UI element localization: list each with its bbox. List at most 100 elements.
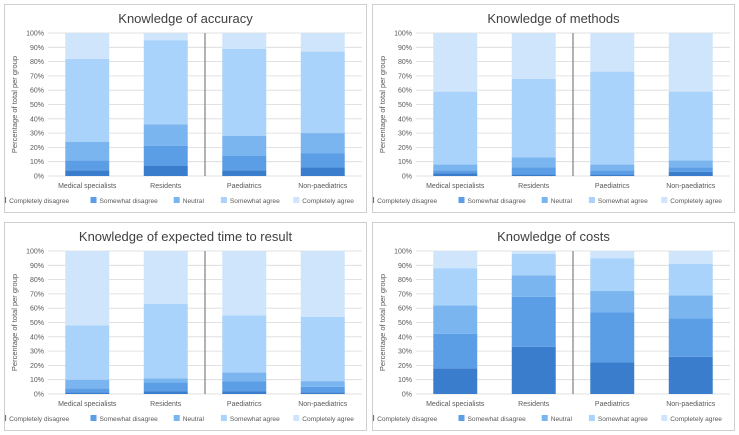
bar-segment-neutral xyxy=(300,133,345,154)
chart-title: Knowledge of accuracy xyxy=(118,11,253,26)
y-tick-label: 90% xyxy=(398,263,412,270)
y-tick-label: 80% xyxy=(398,59,412,66)
bar-segment-somewhat-agree xyxy=(65,325,110,380)
y-tick-label: 0% xyxy=(34,174,44,181)
legend-swatch xyxy=(458,415,465,421)
bar-segment-completely-agree xyxy=(433,251,478,269)
x-tick-label: Non-paediatrics xyxy=(298,183,348,190)
y-tick-label: 60% xyxy=(30,88,44,95)
legend-label: Somewhat agree xyxy=(598,198,648,205)
bar-segment-somewhat-agree xyxy=(300,51,345,134)
y-tick-label: 100% xyxy=(394,31,412,38)
x-tick-label: Paediatrics xyxy=(227,401,262,408)
bar-segment-somewhat-agree xyxy=(222,315,267,373)
bar-segment-somewhat-agree xyxy=(65,58,110,142)
x-tick-label: Medical specialists xyxy=(58,401,117,408)
legend-label: Somewhat disagree xyxy=(468,416,527,423)
legend-label: Somewhat disagree xyxy=(100,198,159,205)
x-tick-label: Medical specialists xyxy=(58,183,117,190)
bar-segment-completely-agree xyxy=(668,251,713,264)
legend-label: Completely disagree xyxy=(377,198,437,205)
bar-segment-somewhat-agree xyxy=(511,253,556,276)
legend-label: Neutral xyxy=(183,416,205,423)
bar-segment-completely-disagree xyxy=(300,392,345,394)
y-tick-label: 0% xyxy=(402,392,412,399)
y-tick-label: 100% xyxy=(26,249,44,256)
y-tick-label: 10% xyxy=(398,377,412,384)
legend-swatch xyxy=(5,415,7,421)
y-tick-label: 60% xyxy=(30,306,44,313)
bar-segment-neutral xyxy=(300,381,345,387)
y-tick-label: 80% xyxy=(398,277,412,284)
y-tick-label: 100% xyxy=(26,31,44,38)
bar-segment-completely-disagree xyxy=(65,170,110,176)
chart-svg-expected-time: 0% 10% 20% 30% 40% 50% 60% 70% 80% 90% 100% Percent… xyxy=(5,249,362,423)
bar-segment-neutral xyxy=(143,378,188,383)
bar-segment-somewhat-disagree xyxy=(668,167,713,172)
bar-segment-somewhat-disagree xyxy=(590,170,635,175)
legend-swatch xyxy=(5,197,7,203)
legend-swatch xyxy=(220,415,227,421)
bar-segment-completely-disagree xyxy=(143,165,188,176)
y-tick-label: 50% xyxy=(398,320,412,327)
bar-segment-somewhat-disagree xyxy=(590,312,635,363)
legend-label: Completely agree xyxy=(670,416,722,423)
bar-segment-neutral xyxy=(433,164,478,171)
legend-label: Completely agree xyxy=(302,198,354,205)
legend-swatch xyxy=(588,197,595,203)
bar-segment-somewhat-disagree xyxy=(65,388,110,393)
x-tick-label: Residents xyxy=(150,183,182,190)
legend-swatch xyxy=(661,415,668,421)
bar-segment-completely-disagree xyxy=(433,173,478,176)
bar-segment-somewhat-disagree xyxy=(300,153,345,168)
bar-segment-somewhat-disagree xyxy=(143,382,188,392)
chart-panel-methods: Knowledge of methods 0% 10% 20% 30% 40% 50% 60… xyxy=(372,4,735,213)
y-tick-label: 0% xyxy=(402,174,412,181)
bar-segment-completely-disagree xyxy=(300,167,345,176)
y-tick-label: 20% xyxy=(30,363,44,370)
bar-segment-neutral xyxy=(65,379,110,389)
bar-segment-neutral xyxy=(511,275,556,297)
bar-segment-completely-agree xyxy=(143,251,188,304)
x-tick-label: Paediatrics xyxy=(227,183,262,190)
bar-segment-neutral xyxy=(668,160,713,168)
bar-segment-neutral xyxy=(590,164,635,171)
legend-label: Completely disagree xyxy=(9,416,69,423)
bar-segment-neutral xyxy=(65,141,110,161)
y-axis-label: Percentage of total per group xyxy=(10,56,19,153)
bar-segment-completely-agree xyxy=(143,33,188,41)
bar-segment-somewhat-disagree xyxy=(222,381,267,392)
x-tick-label: Paediatrics xyxy=(595,401,630,408)
chart-title: Knowledge of costs xyxy=(497,229,610,244)
legend-swatch xyxy=(373,197,375,203)
legend-swatch xyxy=(541,197,548,203)
y-tick-label: 40% xyxy=(30,334,44,341)
legend-swatch xyxy=(173,415,180,421)
bar-segment-somewhat-disagree xyxy=(511,167,556,175)
chart-svg-methods: 0% 10% 20% 30% 40% 50% 60% 70% 80% 90% 100% Percent… xyxy=(373,31,730,205)
bar-segment-completely-disagree xyxy=(668,171,713,176)
bar-segment-neutral xyxy=(222,135,267,156)
chart-panel-costs: Knowledge of costs 0% 10% 20% 30% 40% 50% 60% 7… xyxy=(372,222,735,431)
bar-segment-somewhat-agree xyxy=(433,91,478,165)
legend-label: Somewhat agree xyxy=(230,198,280,205)
legend-swatch xyxy=(373,415,375,421)
bar-segment-somewhat-agree xyxy=(511,78,556,158)
bar-segment-completely-disagree xyxy=(222,170,267,176)
y-tick-label: 70% xyxy=(30,73,44,80)
chart-svg-accuracy: 0% 10% 20% 30% 40% 50% 60% 70% 80% 90% 100% Percent… xyxy=(5,31,362,205)
y-axis-label: Percentage of total per group xyxy=(378,274,387,371)
legend-swatch xyxy=(293,197,300,203)
x-tick-label: Residents xyxy=(150,401,182,408)
bar-segment-completely-disagree xyxy=(65,392,110,394)
bar-segment-completely-disagree xyxy=(433,368,478,394)
bar-segment-somewhat-agree xyxy=(433,268,478,306)
y-tick-label: 50% xyxy=(30,102,44,109)
bar-segment-completely-disagree xyxy=(668,356,713,394)
bar-segment-somewhat-agree xyxy=(590,258,635,292)
y-tick-label: 20% xyxy=(398,145,412,152)
bar-segment-neutral xyxy=(222,372,267,382)
bar-segment-completely-agree xyxy=(511,251,556,254)
bar-segment-somewhat-agree xyxy=(590,71,635,165)
y-tick-label: 30% xyxy=(398,349,412,356)
